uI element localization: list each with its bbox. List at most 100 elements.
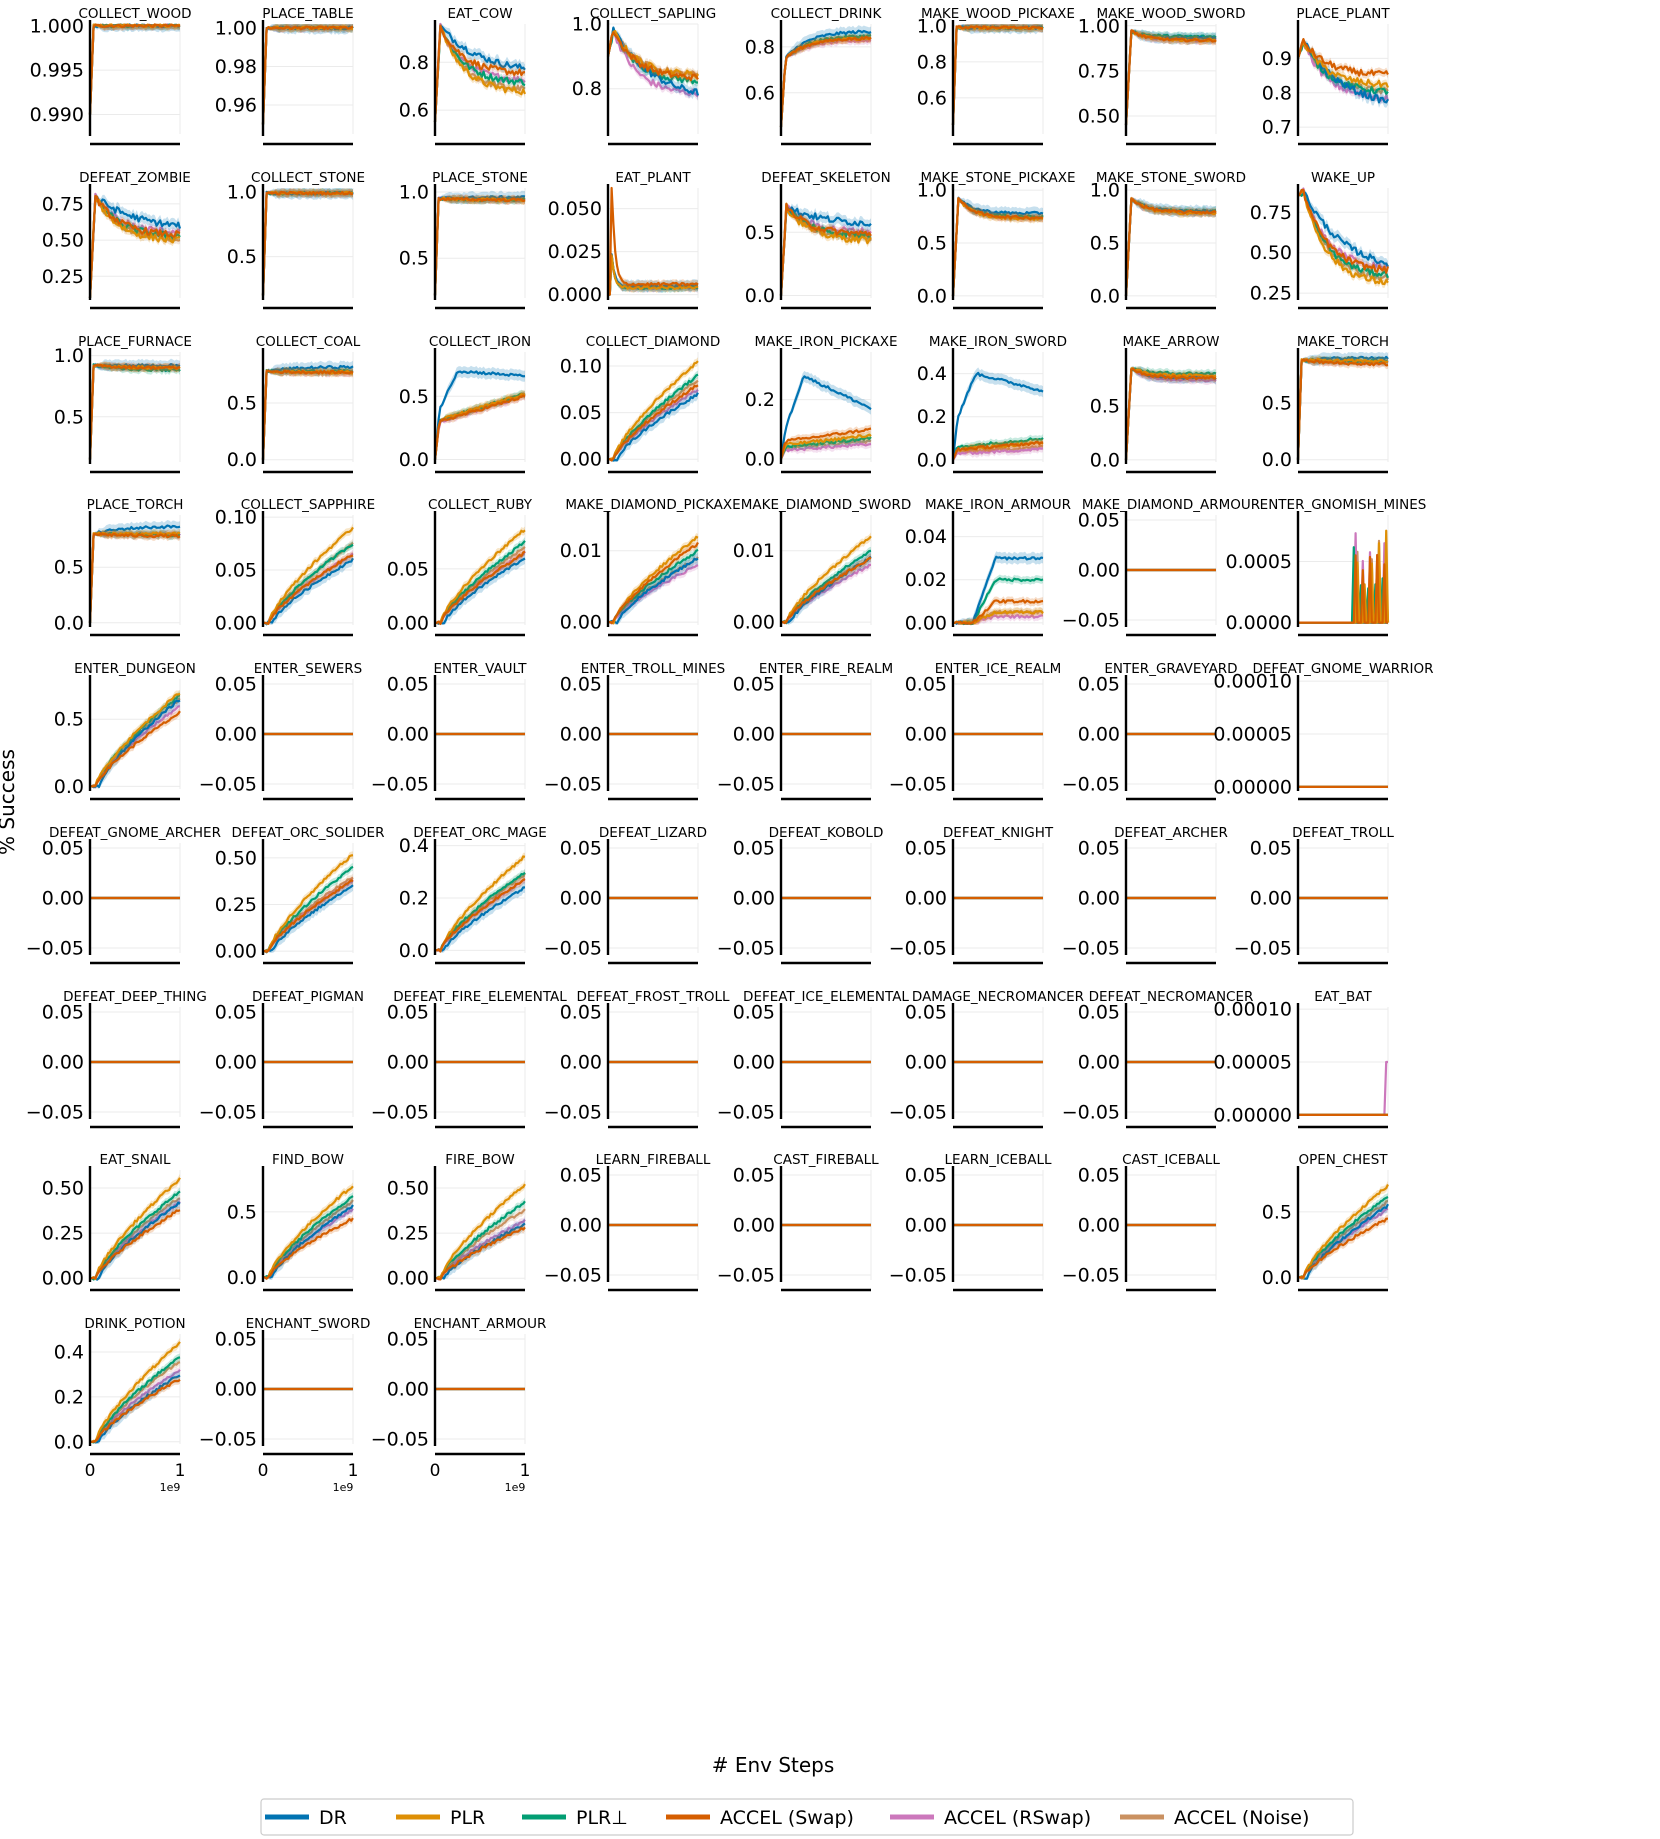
subplot-title: COLLECT_DRINK: [771, 6, 883, 22]
y-tick-label: 0.00: [560, 1052, 602, 1074]
series-band-plr: [435, 852, 525, 952]
series-line-accel-swap: [261, 190, 354, 296]
y-tick-label: 0.5: [227, 246, 257, 268]
series-line-accel-swap: [1298, 554, 1388, 624]
x-tick-label: 1: [348, 1461, 359, 1481]
y-tick-label: 0.04: [905, 526, 947, 548]
y-tick-label: 0.025: [548, 241, 602, 263]
series-line-accel-rswap: [88, 532, 181, 623]
series-band-plr: [90, 361, 180, 460]
y-tick-label: −0.05: [199, 1102, 257, 1124]
series-band-plr: [90, 689, 180, 788]
y-tick-label: 0.25: [1250, 283, 1292, 305]
series-line-dr: [433, 195, 526, 296]
subplot-make-torch: MAKE_TORCH 0.5 0.0: [1262, 334, 1389, 474]
series-line-accel-swap: [90, 710, 181, 788]
series-line-accel-noise: [951, 25, 1044, 126]
y-tick-label: −0.05: [371, 774, 429, 796]
subplot-title: MAKE_IRON_PICKAXE: [754, 334, 897, 350]
y-tick-label: 0.00: [733, 888, 775, 910]
y-tick-label: 0.00: [215, 1052, 257, 1074]
series-band-dr: [90, 24, 180, 115]
series-band-accel-swap: [1298, 356, 1388, 460]
y-tick-label: 0.05: [733, 838, 775, 860]
y-tick-label: 0.05: [905, 838, 947, 860]
legend-label: ACCEL (Noise): [1174, 1807, 1309, 1829]
y-tick-label: 0.00010: [1213, 999, 1292, 1021]
series-line-accel-swap: [951, 197, 1044, 296]
subplot-title: DEFEAT_TROLL: [1292, 825, 1394, 841]
series-band-accel-swap: [435, 391, 525, 460]
subplot-title: COLLECT_WOOD: [78, 6, 191, 22]
y-tick-label: 0.75: [42, 193, 84, 215]
series-band-plr: [435, 194, 525, 296]
legend-item-dr: DR: [265, 1807, 347, 1829]
y-tick-label: 0.6: [917, 87, 947, 109]
series-band-accel-noise: [90, 24, 180, 115]
x-scale-label: 1e9: [505, 1481, 526, 1494]
subplot-title: ENTER_ICE_REALM: [935, 661, 1062, 677]
subplot-title: MAKE_ARROW: [1123, 334, 1220, 350]
y-tick-label: −0.05: [199, 1429, 257, 1451]
y-tick-label: 0.5: [1090, 395, 1120, 417]
series-band-plr: [1298, 1193, 1388, 1279]
y-tick-label: 0.0000: [1226, 612, 1292, 634]
subplot-title: LEARN_ICEBALL: [945, 1152, 1052, 1168]
series-line-plr: [1124, 30, 1217, 126]
y-tick-label: −0.05: [889, 1265, 947, 1287]
y-tick-label: 0.05: [733, 1165, 775, 1187]
y-tick-label: 0.00: [1078, 1052, 1120, 1074]
series-band-plr: [953, 24, 1043, 125]
subplot-collect-drink: COLLECT_DRINK 0.8 0.6: [745, 6, 883, 146]
series-band-plr: [781, 31, 871, 128]
y-tick-label: −0.05: [1062, 1102, 1120, 1124]
y-tick-label: 0.05: [387, 558, 429, 580]
y-tick-label: 0.75: [1250, 202, 1292, 224]
y-tick-label: 0.00: [905, 724, 947, 746]
subplot-title: MAKE_WOOD_SWORD: [1096, 6, 1245, 22]
series-line-accel-swap: [779, 427, 872, 460]
y-tick-label: 0.01: [560, 540, 602, 562]
series-band-accel-noise: [263, 24, 353, 125]
series-line-accel-swap: [263, 879, 354, 953]
series-band-accel-swap: [781, 202, 871, 296]
series-line-accel-swap: [88, 23, 181, 115]
subplot-title: DEFEAT_ORC_SOLIDER: [232, 825, 385, 841]
series-line-dr: [261, 190, 354, 296]
y-tick-label: 0.0: [54, 612, 84, 634]
series-line-plr: [261, 190, 354, 296]
y-tick-label: 0.2: [917, 406, 947, 428]
legend-item-plr: PLR: [396, 1807, 485, 1829]
series-line-accel-noise: [261, 369, 354, 460]
y-tick-label: 0.96: [215, 95, 257, 117]
series-line-accel-swap: [261, 369, 354, 460]
y-tick-label: 0.05: [215, 674, 257, 696]
y-tick-label: 0.00005: [1213, 724, 1292, 746]
subplot-title: MAKE_STONE_SWORD: [1096, 170, 1246, 186]
series-line-dr: [90, 1201, 181, 1281]
series-line-plr: [779, 433, 872, 460]
subplot-title: CAST_ICEBALL: [1122, 1152, 1220, 1168]
series-band-dr: [263, 188, 353, 296]
x-axis-label: # Env Steps: [712, 1753, 835, 1777]
subplot-title: ENCHANT_ARMOUR: [414, 1316, 547, 1332]
series-line-accel-swap: [779, 35, 872, 128]
subplot-title: ENTER_VAULT: [434, 661, 528, 677]
subplot-title: MAKE_DIAMOND_ARMOUR: [1082, 497, 1260, 513]
y-tick-label: 0.25: [387, 1223, 429, 1245]
subplot-eat-snail: EAT_SNAIL 0.50 0.25 0.00: [42, 1152, 181, 1292]
series-line-plr: [261, 25, 354, 125]
series-line-dr: [1296, 355, 1389, 460]
subplot-title: MAKE_IRON_ARMOUR: [925, 497, 1071, 513]
series-band-plr: [263, 188, 353, 296]
